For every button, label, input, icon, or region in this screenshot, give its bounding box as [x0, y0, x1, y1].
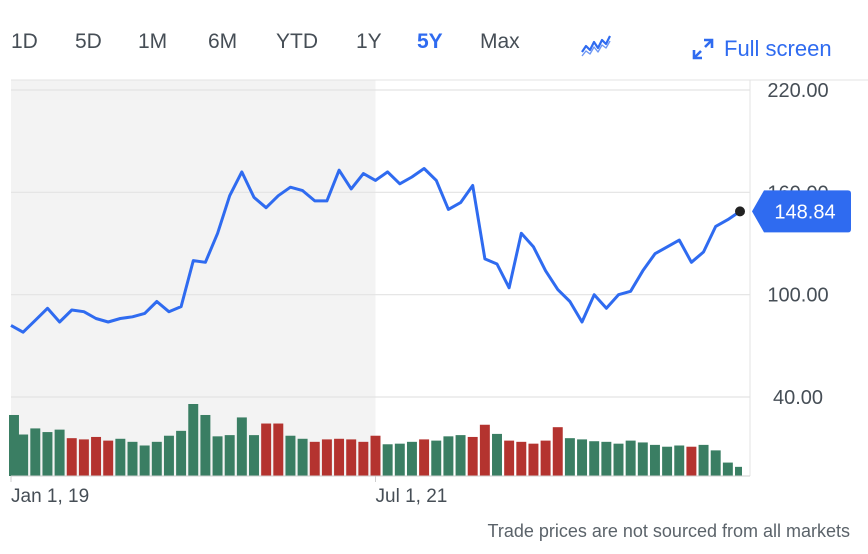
- volume-bar: [334, 438, 345, 476]
- range-1m-button[interactable]: 1M: [138, 30, 168, 53]
- volume-bar: [188, 404, 199, 476]
- range-max-button[interactable]: Max: [480, 30, 520, 53]
- volume-bar: [577, 439, 588, 476]
- volume-bar: [30, 428, 41, 476]
- volume-bar: [674, 445, 685, 476]
- volume-bar: [649, 444, 660, 476]
- volume-bar: [163, 435, 174, 476]
- volume-bar: [455, 435, 466, 476]
- volume-bar: [42, 432, 53, 476]
- volume-bar: [735, 466, 742, 476]
- y-tick-label: 40.00: [773, 387, 823, 409]
- range-1y-button[interactable]: 1Y: [356, 30, 382, 53]
- volume-bar: [662, 446, 673, 476]
- volume-bar: [297, 438, 308, 476]
- volume-bar: [492, 433, 502, 476]
- volume-bar: [710, 450, 721, 476]
- volume-bar: [613, 443, 624, 476]
- volume-bar: [625, 440, 636, 476]
- fullscreen-label: Full screen: [724, 36, 832, 61]
- volume-bar: [151, 441, 162, 476]
- volume-bar: [273, 423, 284, 476]
- range-5d-button[interactable]: 5D: [75, 30, 102, 53]
- volume-bar: [722, 462, 733, 476]
- range-ytd-button[interactable]: YTD: [276, 30, 318, 53]
- volume-bar: [139, 445, 150, 476]
- time-range-selector: 1D 5D 1M 6M YTD 1Y 5Y Max Full screen: [0, 26, 868, 66]
- last-price-dot: [735, 206, 745, 217]
- volume-bar: [18, 434, 29, 476]
- volume-bar: [686, 446, 697, 476]
- x-tick-label: Jan 1, 19: [11, 486, 89, 507]
- volume-bar: [419, 439, 430, 476]
- volume-bar: [285, 435, 296, 476]
- volume-bar: [103, 440, 114, 476]
- volume-bar: [91, 436, 102, 476]
- volume-bar: [78, 439, 89, 476]
- price-line: [10, 167, 741, 334]
- volume-bar: [127, 441, 138, 476]
- volume-bar: [358, 441, 369, 476]
- volume-bar: [601, 441, 612, 476]
- volume-bar: [321, 439, 332, 476]
- volume-bar: [540, 440, 551, 476]
- last-price-label: 148.84: [774, 201, 835, 223]
- volume-bar: [66, 438, 77, 476]
- volume-bar: [224, 435, 235, 476]
- volume-bar: [479, 424, 490, 476]
- volume-bar: [200, 414, 211, 476]
- volume-bar: [528, 443, 539, 476]
- last-price-badge: [752, 190, 851, 233]
- volume-bar: [552, 427, 563, 476]
- volume-bar: [467, 436, 478, 476]
- volume-bar: [115, 438, 126, 476]
- expand-icon: [692, 38, 714, 60]
- y-tick-label: 220.00: [767, 80, 828, 102]
- volume-bar: [431, 440, 442, 476]
- volume-bar: [516, 441, 527, 476]
- volume-bar: [382, 444, 393, 476]
- volume-bar: [9, 414, 19, 476]
- volume-bar: [394, 443, 405, 476]
- volume-bar: [589, 441, 600, 476]
- line-chart-icon[interactable]: [580, 32, 614, 58]
- volume-bar: [261, 423, 272, 476]
- volume-bar: [54, 429, 65, 476]
- volume-bar: [346, 439, 357, 476]
- volume-bar: [309, 441, 320, 476]
- footer-note: Trade prices are not sourced from all ma…: [487, 521, 850, 541]
- volume-bar: [637, 442, 648, 476]
- volume-bar: [370, 435, 381, 476]
- range-6m-button[interactable]: 6M: [208, 30, 238, 53]
- x-tick-label: Jul 1, 21: [376, 486, 448, 507]
- volume-bar: [564, 438, 575, 476]
- volume-bar: [236, 417, 247, 476]
- volume-bar: [443, 436, 454, 476]
- fullscreen-button[interactable]: Full screen: [690, 34, 832, 64]
- y-tick-label: 100.00: [767, 285, 828, 307]
- range-1d-button[interactable]: 1D: [11, 30, 38, 53]
- range-5y-button[interactable]: 5Y: [417, 30, 443, 53]
- volume-bar: [176, 430, 187, 476]
- volume-bar: [406, 441, 417, 476]
- volume-bar: [504, 440, 515, 476]
- volume-bar: [249, 435, 259, 476]
- volume-bar: [212, 436, 223, 476]
- volume-bar: [698, 444, 709, 476]
